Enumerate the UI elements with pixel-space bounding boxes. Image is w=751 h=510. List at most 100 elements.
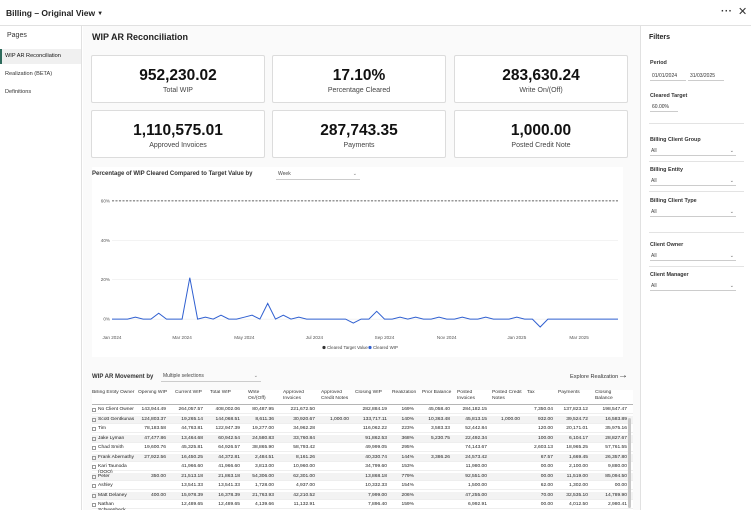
- table-row[interactable]: No Client Owner 143,944.49 264,057.57 408,0…: [92, 406, 633, 414]
- table-cell: 45,813.15: [465, 416, 487, 422]
- filter-select-client-owner[interactable]: All ⌄: [650, 251, 736, 261]
- arrow-right-icon[interactable]: →: [618, 370, 628, 381]
- table-cell: 3,583.33: [430, 426, 450, 431]
- column-header[interactable]: Opening WIP: [138, 390, 168, 395]
- sidebar-item-realization-beta[interactable]: Realization (BETA): [0, 67, 81, 82]
- expand-row-icon[interactable]: [92, 484, 96, 488]
- table-cell: 16,378.39: [218, 492, 240, 498]
- table-row[interactable]: Peter 350.00 21,513.18 21,863.18 54,306.00 62…: [92, 472, 633, 481]
- filter-select-billing-entity[interactable]: All ⌄: [650, 176, 736, 186]
- table-cell: 137,823.12: [563, 407, 588, 412]
- report-title-menu[interactable]: Billing – Original View ▼: [6, 8, 103, 18]
- expand-row-icon[interactable]: [92, 455, 96, 460]
- kpi-card-payments[interactable]: 287,743.35 Payments: [272, 110, 446, 158]
- column-header[interactable]: Posted Invoices: [457, 390, 475, 401]
- table-cell: 12,489.65: [181, 502, 203, 507]
- kpi-value: 952,230.02: [139, 67, 217, 84]
- kpi-card-total-wip[interactable]: 952,230.02 Total WIP: [91, 55, 265, 103]
- chart-granularity-select[interactable]: Week ⌄: [276, 169, 360, 180]
- expand-row-icon[interactable]: [92, 465, 96, 469]
- table-cell: 41,966.60: [218, 464, 240, 469]
- expand-row-icon[interactable]: [92, 417, 96, 422]
- table-cell: 00.00: [540, 502, 553, 507]
- table-cell: 153%: [401, 464, 414, 469]
- column-header[interactable]: Tax: [527, 390, 535, 395]
- table-cell: 60,942.54: [218, 435, 240, 441]
- kpi-card-posted-credit-note[interactable]: 1,000.00 Posted Credit Note: [454, 110, 628, 158]
- wip-ar-movement-table: Billing Entity Owner Opening WIP Current W…: [92, 390, 633, 510]
- expand-row-icon[interactable]: [92, 493, 96, 498]
- table-cell: 34,799.60: [365, 464, 387, 469]
- table-row[interactable]: Frank Abernathy 27,922.56 16,450.25 44,372.…: [92, 453, 633, 462]
- table-cell: 39,524.72: [566, 416, 588, 422]
- table-row[interactable]: Scott Gentkunas 124,803.37 19,265.14 144,06…: [92, 415, 633, 424]
- expand-row-icon[interactable]: [92, 474, 96, 479]
- column-header[interactable]: Prior Balance: [422, 390, 452, 395]
- column-header[interactable]: Total WIP: [210, 390, 231, 395]
- table-cell: 4,139.66: [254, 502, 274, 507]
- cleared-target-input[interactable]: 60.00%: [650, 102, 678, 112]
- column-header[interactable]: Closing Balance: [595, 390, 613, 401]
- x-tick-label: Mar 2025: [569, 335, 589, 340]
- table-cell: 12,489.65: [218, 502, 240, 507]
- filter-select-client-manager[interactable]: All ⌄: [650, 281, 736, 291]
- table-row[interactable]: Tim 78,183.58 44,763.81 122,947.39 19,277.00…: [92, 425, 633, 433]
- kpi-card-write-on-off[interactable]: 283,630.24 Write On/(Off): [454, 55, 628, 103]
- pages-sidebar: Pages WIP AR Reconciliation Realization …: [0, 26, 82, 510]
- period-end-input[interactable]: 31/03/2025: [688, 71, 724, 81]
- expand-row-icon[interactable]: [92, 427, 96, 431]
- expand-row-icon[interactable]: [92, 446, 96, 450]
- period-start-input[interactable]: 01/01/2024: [650, 71, 686, 81]
- table-row[interactable]: Nathan Schwenbeck 12,489.65 12,489.65 4,139…: [92, 501, 633, 510]
- table-cell: 10,960.00: [293, 464, 315, 469]
- table-cell: 408,002.06: [215, 407, 240, 412]
- table-cell: 5,230.75: [430, 435, 450, 441]
- legend-label-target: Cleared Target Value: [327, 345, 368, 350]
- table-cell: 16,450.25: [181, 454, 203, 460]
- expand-row-icon[interactable]: [92, 408, 96, 412]
- column-header[interactable]: Current WIP: [175, 390, 202, 395]
- column-header[interactable]: Approved Invoices: [283, 390, 304, 401]
- sidebar-item-definitions[interactable]: Definitions: [0, 85, 81, 100]
- filters-title: Filters: [649, 34, 671, 41]
- table-cell: 7,896.40: [367, 502, 387, 507]
- table-row[interactable]: Chad Smith 19,600.76 45,325.81 64,926.57 38,…: [92, 444, 633, 452]
- movement-dimension-value: Multiple selections: [163, 373, 204, 379]
- table-row[interactable]: Jake Lyman 47,477.86 13,464.68 60,942.54 24,…: [92, 434, 633, 443]
- filter-select-billing-client-type[interactable]: All ⌄: [650, 207, 736, 217]
- column-header[interactable]: Billing Entity Owner: [92, 390, 135, 395]
- column-header[interactable]: Realization: [392, 390, 417, 395]
- column-header[interactable]: Payments: [558, 390, 580, 395]
- filters-pane: Filters Period 01/01/2024 31/03/2025 Cle…: [640, 26, 751, 510]
- table-cell: 7,350.04: [533, 407, 553, 412]
- more-horizontal-icon[interactable]: ···: [721, 6, 733, 17]
- explore-realization-link[interactable]: Explore Realization: [570, 374, 619, 380]
- table-cell: 33,760.84: [293, 435, 315, 441]
- kpi-value: 287,743.35: [320, 122, 398, 139]
- column-header[interactable]: Closing WIP: [355, 390, 382, 395]
- column-header[interactable]: Write On/(Off): [248, 390, 266, 401]
- table-cell: 18,965.25: [566, 445, 588, 450]
- table-cell: 368%: [401, 435, 414, 441]
- kpi-card-approved-invoices[interactable]: 1,110,575.01 Approved Invoices: [91, 110, 265, 158]
- table-cell: 22,492.34: [465, 435, 487, 441]
- expand-row-icon[interactable]: [92, 436, 96, 441]
- filter-divider: [649, 161, 744, 162]
- table-row[interactable]: Matt Delaney 400.00 15,978.39 16,378.39 21,7…: [92, 491, 633, 500]
- table-scrollbar[interactable]: [628, 418, 631, 508]
- close-icon[interactable]: ✕: [738, 6, 748, 18]
- column-header[interactable]: Posted Credit Notes: [492, 390, 522, 401]
- table-cell: 21,513.18: [181, 473, 203, 479]
- column-header[interactable]: Approved Credit Notes: [321, 390, 349, 401]
- filter-select-billing-client-group[interactable]: All ⌄: [650, 146, 736, 156]
- table-row[interactable]: Ashley 13,541.33 13,541.33 1,728.00 4,937.00…: [92, 482, 633, 490]
- table-row[interactable]: Kari Taunoda (OOO)41,966.6041,966.603,81…: [92, 463, 633, 475]
- sidebar-item-wip-ar-reconciliation[interactable]: WIP AR Reconciliation: [0, 49, 81, 64]
- table-cell: 6,104.17: [568, 435, 588, 441]
- table-cell: 13,464.68: [181, 435, 203, 441]
- legend-marker-target: [322, 345, 326, 350]
- kpi-card-percentage-cleared[interactable]: 17.10% Percentage Cleared: [272, 55, 446, 103]
- movement-dimension-select[interactable]: Multiple selections ⌄: [161, 371, 261, 382]
- expand-row-icon[interactable]: [92, 503, 96, 507]
- table-cell: 91,862.53: [365, 435, 387, 441]
